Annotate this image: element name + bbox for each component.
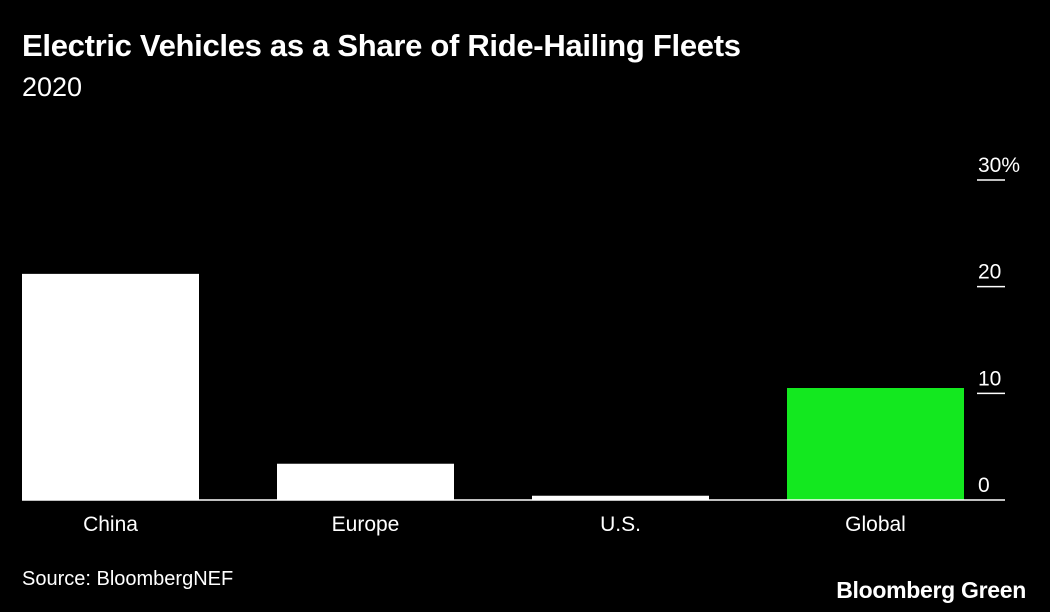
source-note: Source: BloombergNEF <box>22 568 234 590</box>
y-tick-label: 30% <box>978 154 1020 177</box>
bar-europe <box>277 463 454 500</box>
x-tick-label: Global <box>845 513 906 536</box>
x-tick-label: U.S. <box>600 513 641 536</box>
bar-global <box>787 388 964 500</box>
y-axis: 0 10 20 30% <box>977 154 1020 497</box>
chart-subtitle: 2020 <box>22 72 83 102</box>
brand-logo: Bloomberg Green <box>836 577 1026 603</box>
y-tick-label: 0 <box>978 474 990 497</box>
bars-layer <box>22 273 964 500</box>
bar-u-s <box>532 495 709 500</box>
x-axis-labels: China Europe U.S. Global <box>83 513 906 536</box>
bar-china <box>22 273 199 500</box>
y-tick-label: 20 <box>978 261 1001 284</box>
x-tick-label: Europe <box>332 513 400 536</box>
y-tick-label: 10 <box>978 367 1001 390</box>
chart-title: Electric Vehicles as a Share of Ride-Hai… <box>22 28 741 63</box>
x-tick-label: China <box>83 513 138 536</box>
